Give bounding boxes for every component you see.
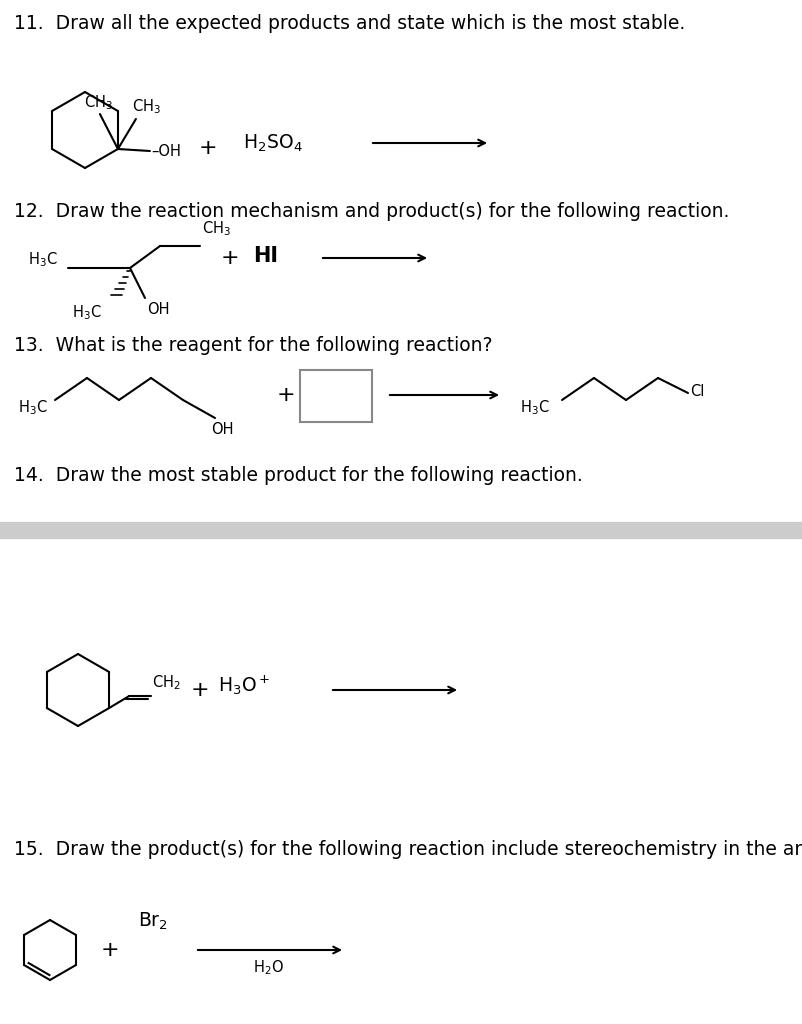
Text: H$_3$C: H$_3$C [72,303,102,322]
Text: CH$_3$: CH$_3$ [83,93,113,112]
Text: 13.  What is the reagent for the following reaction?: 13. What is the reagent for the followin… [14,336,492,355]
Text: H$_2$SO$_4$: H$_2$SO$_4$ [243,132,302,154]
Text: 14.  Draw the most stable product for the following reaction.: 14. Draw the most stable product for the… [14,466,582,485]
Text: +: + [198,138,217,158]
Bar [0,522,802,538]
Text: CH$_3$: CH$_3$ [132,97,160,116]
Text: +: + [190,680,209,700]
Text: H$_3$C: H$_3$C [28,251,58,269]
Text: HI: HI [253,246,277,266]
Text: H$_3$C: H$_3$C [520,398,549,418]
Bar [300,370,371,422]
Text: +: + [100,940,119,961]
Text: 12.  Draw the reaction mechanism and product(s) for the following reaction.: 12. Draw the reaction mechanism and prod… [14,202,728,221]
Text: OH: OH [147,302,169,317]
Text: +: + [221,248,239,268]
Text: H$_2$O: H$_2$O [253,958,283,977]
Text: Br$_2$: Br$_2$ [138,910,168,932]
Text: 15.  Draw the product(s) for the following reaction include stereochemistry in t: 15. Draw the product(s) for the followin… [14,840,802,859]
Text: H$_3$C: H$_3$C [18,398,47,418]
Text: H$_3$O$^+$: H$_3$O$^+$ [217,674,270,696]
Text: Cl: Cl [689,384,703,398]
Text: +: + [277,385,295,406]
Text: CH$_3$: CH$_3$ [202,219,231,238]
Text: –OH: –OH [151,143,180,159]
Text: 11.  Draw all the expected products and state which is the most stable.: 11. Draw all the expected products and s… [14,14,684,33]
Text: CH$_2$: CH$_2$ [152,674,180,692]
Text: OH: OH [211,422,233,437]
